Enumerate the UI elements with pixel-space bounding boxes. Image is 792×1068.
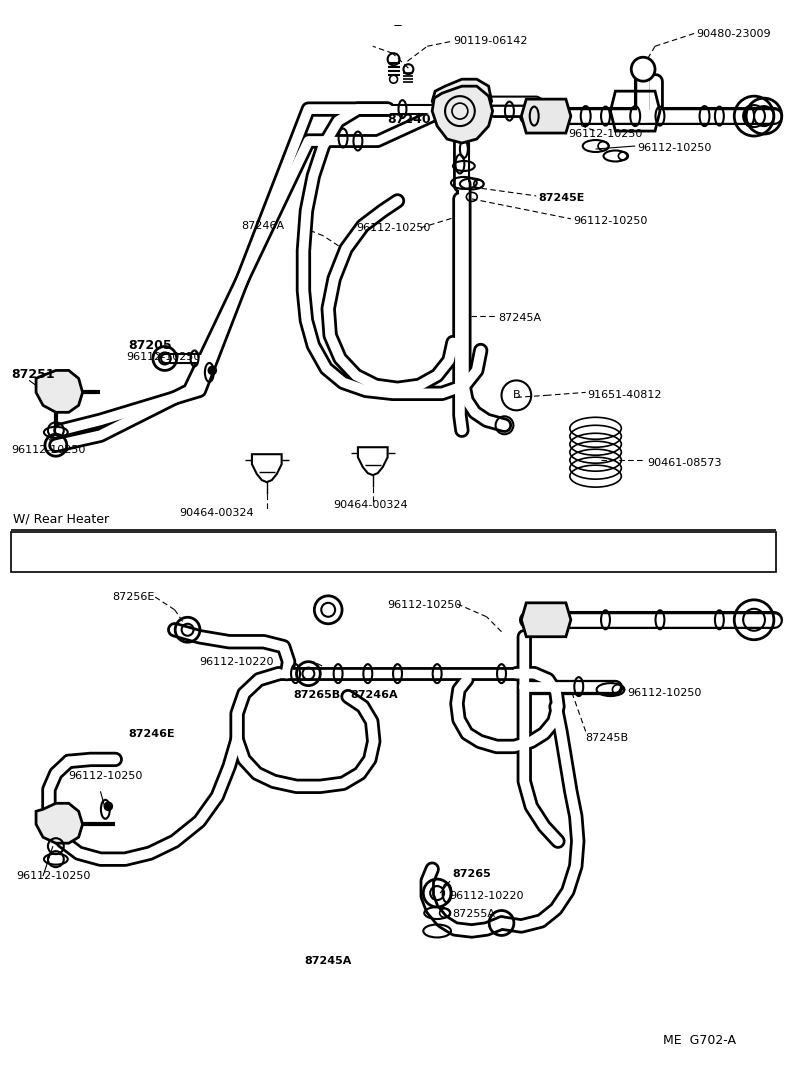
Circle shape [105,802,112,811]
Text: 87265: 87265 [452,869,491,879]
Polygon shape [521,602,571,637]
Text: 87205: 87205 [128,339,172,351]
Text: 90480-23009: 90480-23009 [697,29,771,40]
Text: B: B [512,391,520,400]
Text: 96112-10250: 96112-10250 [638,143,711,153]
Text: 87245A: 87245A [304,956,352,965]
Text: 87240: 87240 [387,113,432,126]
Text: 96112-10250: 96112-10250 [69,771,143,782]
Text: 96112-10220: 96112-10220 [449,891,524,901]
Text: 90119-06142: 90119-06142 [453,36,527,46]
Text: 96112-10250: 96112-10250 [356,223,430,233]
Polygon shape [432,79,492,126]
Text: 96112-10250: 96112-10250 [126,352,200,362]
Text: 87245E: 87245E [538,193,584,203]
Text: 87246A: 87246A [350,690,398,700]
Text: 90464-00324: 90464-00324 [180,508,254,518]
Circle shape [631,58,655,81]
Text: --: -- [393,19,402,32]
Bar [2,1,786,534]
Polygon shape [36,371,82,412]
Text: 96112-10250: 96112-10250 [568,129,642,139]
Text: 96112-10250: 96112-10250 [387,600,462,610]
Text: 87245A: 87245A [498,313,542,323]
Text: 90464-00324: 90464-00324 [333,500,408,511]
Polygon shape [432,87,493,143]
Text: W/ Rear Heater: W/ Rear Heater [13,512,109,525]
Text: 91651-40812: 91651-40812 [588,391,662,400]
Text: --: -- [393,19,402,32]
Text: 87246A: 87246A [241,221,284,231]
Text: 96112-10250: 96112-10250 [17,871,90,881]
Text: 87246E: 87246E [128,729,175,739]
Text: 87256E: 87256E [112,592,154,602]
Text: 87255A: 87255A [452,909,495,920]
Text: 90461-08573: 90461-08573 [647,458,722,468]
Text: 87251: 87251 [11,368,55,381]
Polygon shape [36,803,82,844]
Text: 96112-10250: 96112-10250 [627,688,702,697]
Text: 87265B: 87265B [294,690,341,700]
Polygon shape [521,99,571,134]
Text: 96112-10220: 96112-10220 [200,657,274,666]
Text: 96112-10250: 96112-10250 [573,216,647,225]
Text: 87245B: 87245B [586,734,629,743]
Text: ME  G702-A: ME G702-A [663,1034,736,1047]
Text: 96112-10250: 96112-10250 [11,445,86,455]
Circle shape [208,366,216,375]
